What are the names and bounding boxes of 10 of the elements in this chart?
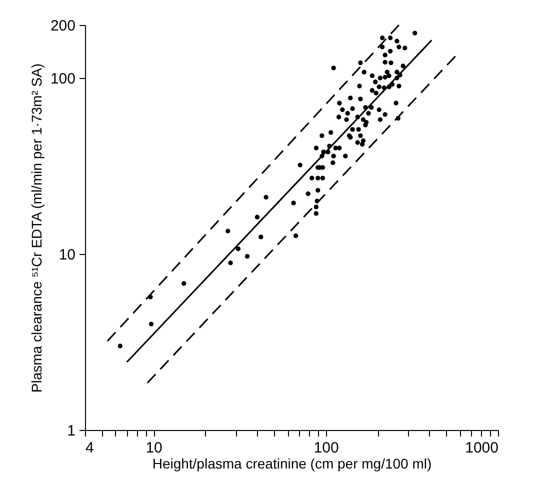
y-axis-title: Plasma clearance ⁵¹Cr EDTA (ml/min per 1·73m² SA) (28, 63, 44, 393)
y-tick-label: 1 (67, 422, 76, 440)
y-tick-label: 200 (50, 18, 76, 34)
x-tick-label: 10 (146, 440, 162, 456)
y-tick-label: 100 (50, 70, 76, 88)
x-axis-title: Height/plasma creatinine (cm per mg/100 ml) (152, 456, 432, 472)
x-tick-label: 4 (86, 440, 94, 456)
x-tick-label: 100 (314, 440, 339, 456)
x-tick-label: 1000 (465, 440, 498, 456)
y-tick-label: 10 (58, 246, 76, 264)
